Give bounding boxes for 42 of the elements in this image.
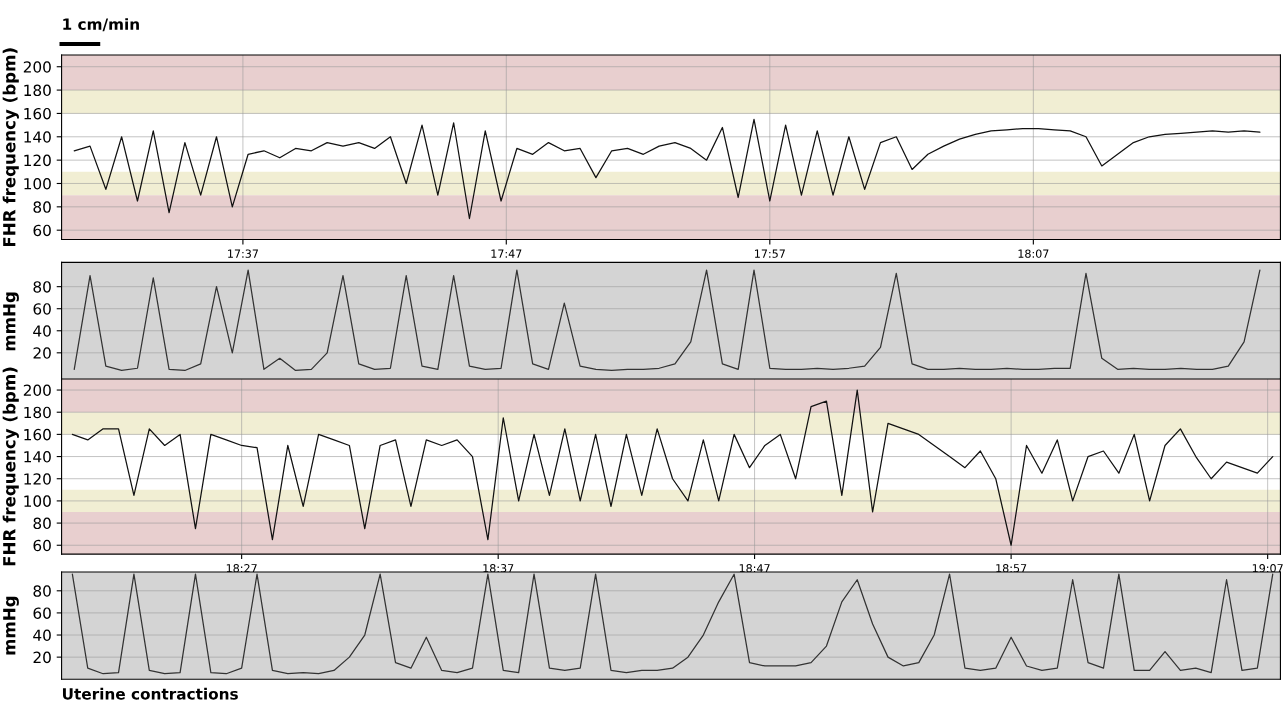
text: Uterine contractions — [62, 687, 238, 700]
y-tick-label: 80 — [33, 281, 51, 293]
y-tick-label: 80 — [33, 517, 51, 530]
y-tick-label: 160 — [24, 107, 51, 120]
y-tick-label: 20 — [33, 651, 51, 664]
x-tick-label: 19:07 — [1252, 564, 1283, 573]
x-tick-label: 18:57 — [996, 564, 1027, 573]
text: 1 cm/min — [63, 18, 139, 32]
y-tick-label: 60 — [33, 539, 51, 552]
y-tick-label: 60 — [33, 607, 51, 619]
y-tick-label: 120 — [24, 154, 51, 167]
y-axis-title: mmHg — [3, 596, 19, 655]
y-tick-label: 200 — [23, 384, 51, 397]
x-tick-label: 17:57 — [755, 249, 785, 258]
y-tick-label: 20 — [33, 347, 51, 359]
y-tick-label: 140 — [24, 131, 51, 143]
y-axis-title: FHR frequency (bpm) — [2, 367, 19, 566]
x-tick-label: 17:37 — [228, 249, 258, 258]
x-tick-label: 18:07 — [1018, 249, 1049, 258]
y-tick-label: 180 — [24, 406, 51, 419]
y-tick-label: 140 — [24, 451, 51, 463]
y-tick-label: 80 — [33, 201, 51, 213]
x-tick-label: 17:47 — [491, 249, 522, 258]
x-tick-label: 18:47 — [739, 564, 770, 573]
line-series — [73, 269, 1261, 372]
y-tick-label: 60 — [33, 224, 51, 237]
x-tick-label: 18:37 — [483, 564, 514, 573]
line-series — [73, 118, 1261, 220]
line-series — [71, 389, 1274, 546]
y-tick-label: 200 — [23, 61, 51, 73]
y-tick-label: 120 — [24, 473, 51, 485]
y-tick-label: 100 — [24, 177, 51, 190]
x-tick-label: 18:27 — [226, 564, 257, 573]
y-axis-title: mmHg — [3, 292, 19, 351]
y-tick-label: 160 — [24, 428, 51, 441]
y-tick-label: 80 — [33, 585, 51, 597]
y-tick-label: 40 — [33, 629, 51, 642]
y-tick-label: 180 — [24, 84, 51, 97]
y-axis-title: FHR frequency (bpm) — [2, 48, 19, 247]
y-tick-label: 100 — [24, 495, 51, 507]
y-tick-label: 60 — [33, 303, 51, 315]
y-tick-label: 40 — [33, 325, 51, 337]
